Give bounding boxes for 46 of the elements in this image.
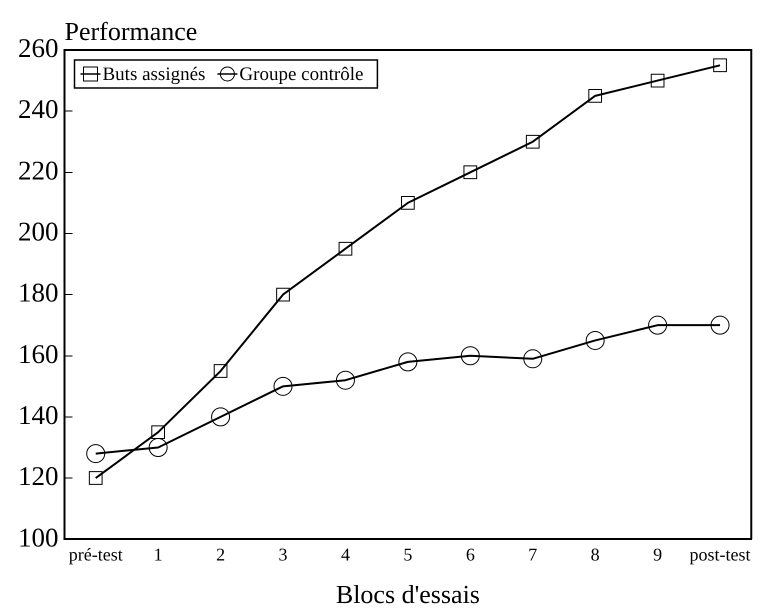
point bbox=[338, 242, 352, 256]
y-tick-label: 160 bbox=[18, 338, 58, 369]
point bbox=[151, 425, 166, 440]
point bbox=[88, 471, 103, 485]
x-tick-label: 8 bbox=[590, 544, 600, 565]
y-tick-label: 260 bbox=[18, 33, 58, 64]
x-tick-label: 1 bbox=[154, 544, 163, 565]
x-tick-label: 6 bbox=[466, 544, 475, 565]
x-tick-label: 3 bbox=[278, 544, 288, 565]
point bbox=[650, 74, 664, 88]
x-tick-label: 4 bbox=[340, 544, 350, 565]
legend-label: Buts assignés bbox=[102, 64, 206, 85]
point bbox=[713, 58, 727, 72]
point bbox=[336, 370, 355, 390]
point bbox=[398, 352, 418, 372]
x-tick-label: 9 bbox=[653, 544, 662, 565]
legend-label: Groupe contrôle bbox=[239, 64, 364, 85]
point bbox=[648, 316, 668, 335]
y-axis-title: Performance bbox=[64, 16, 198, 46]
point bbox=[148, 438, 168, 457]
point bbox=[214, 364, 228, 378]
x-tick-label: post-test bbox=[690, 544, 751, 565]
point bbox=[274, 376, 293, 396]
y-tick-label: 120 bbox=[18, 461, 58, 492]
point bbox=[710, 316, 730, 335]
y-tick-label: 180 bbox=[18, 278, 58, 308]
y-tick-label: 100 bbox=[18, 522, 58, 552]
x-tick-label: 5 bbox=[403, 544, 412, 565]
y-tick-label: 220 bbox=[18, 155, 58, 186]
x-tick-label: 7 bbox=[528, 544, 538, 565]
point bbox=[460, 346, 480, 366]
point bbox=[86, 444, 106, 464]
point bbox=[463, 165, 478, 180]
point bbox=[401, 196, 415, 210]
point bbox=[211, 407, 230, 426]
x-tick-label: 2 bbox=[216, 544, 226, 565]
y-tick-label: 240 bbox=[18, 94, 58, 124]
point bbox=[588, 89, 602, 103]
x-tick-label: pré-test bbox=[68, 544, 123, 565]
point bbox=[526, 134, 540, 149]
point bbox=[276, 288, 290, 302]
point bbox=[523, 349, 542, 368]
x-axis-title: Blocs d'essais bbox=[336, 580, 480, 610]
y-tick-label: 140 bbox=[18, 400, 58, 430]
y-tick-label: 200 bbox=[18, 216, 58, 247]
point bbox=[586, 330, 605, 350]
